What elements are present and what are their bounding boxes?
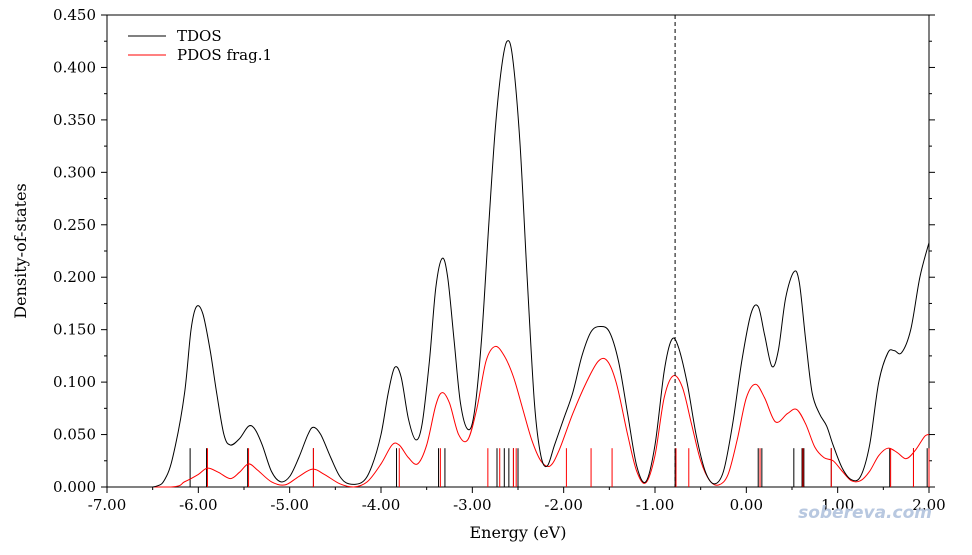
y-tick-label: 0.350: [53, 111, 96, 129]
x-tick-label: -7.00: [88, 496, 126, 514]
plot-frame: [106, 14, 930, 488]
y-tick-label: 0.300: [53, 163, 96, 181]
y-tick-label: 0.200: [53, 268, 96, 286]
dos-curves: [106, 40, 930, 488]
x-axis-label: Energy (eV): [470, 523, 567, 542]
y-tick-label: 0.100: [53, 373, 96, 391]
y-tick-label: 0.150: [53, 321, 96, 339]
x-tick-label: 2.00: [912, 496, 945, 514]
x-tick-label: 1.00: [821, 496, 854, 514]
legend-label-pdos: PDOS frag.1: [177, 46, 272, 64]
watermark: sobereva.com: [798, 503, 932, 523]
y-axis-label: Density-of-states: [11, 183, 30, 318]
x-tick-label: -1.00: [636, 496, 674, 514]
y-tick-label: 0.000: [53, 478, 96, 496]
x-axis: -7.00 -6.00 -5.00 -4.00 -3.00 -2.00 -1.00 0.00 1…: [88, 487, 946, 514]
x-tick-label: -2.00: [544, 496, 582, 514]
x-tick-label: -6.00: [179, 496, 217, 514]
y-tick-label: 0.450: [53, 6, 96, 24]
series-line-tdos: [106, 40, 930, 488]
y-tick-label: 0.250: [53, 216, 96, 234]
x-tick-label: 0.00: [730, 496, 763, 514]
legend: TDOS PDOS frag.1: [128, 27, 272, 64]
y-axis: 0.000 0.050 0.100 0.150 0.200 0.250 0.300 0.350…: [53, 6, 935, 496]
y-tick-label: 0.400: [53, 58, 96, 76]
series-line-pdos-frag-1: [106, 345, 930, 488]
x-tick-label: -5.00: [270, 496, 308, 514]
y-tick-label: 0.050: [53, 426, 96, 444]
x-tick-label: -4.00: [362, 496, 400, 514]
x-tick-label: -3.00: [453, 496, 491, 514]
legend-label-tdos: TDOS: [177, 27, 222, 45]
state-lines: [189, 448, 930, 487]
